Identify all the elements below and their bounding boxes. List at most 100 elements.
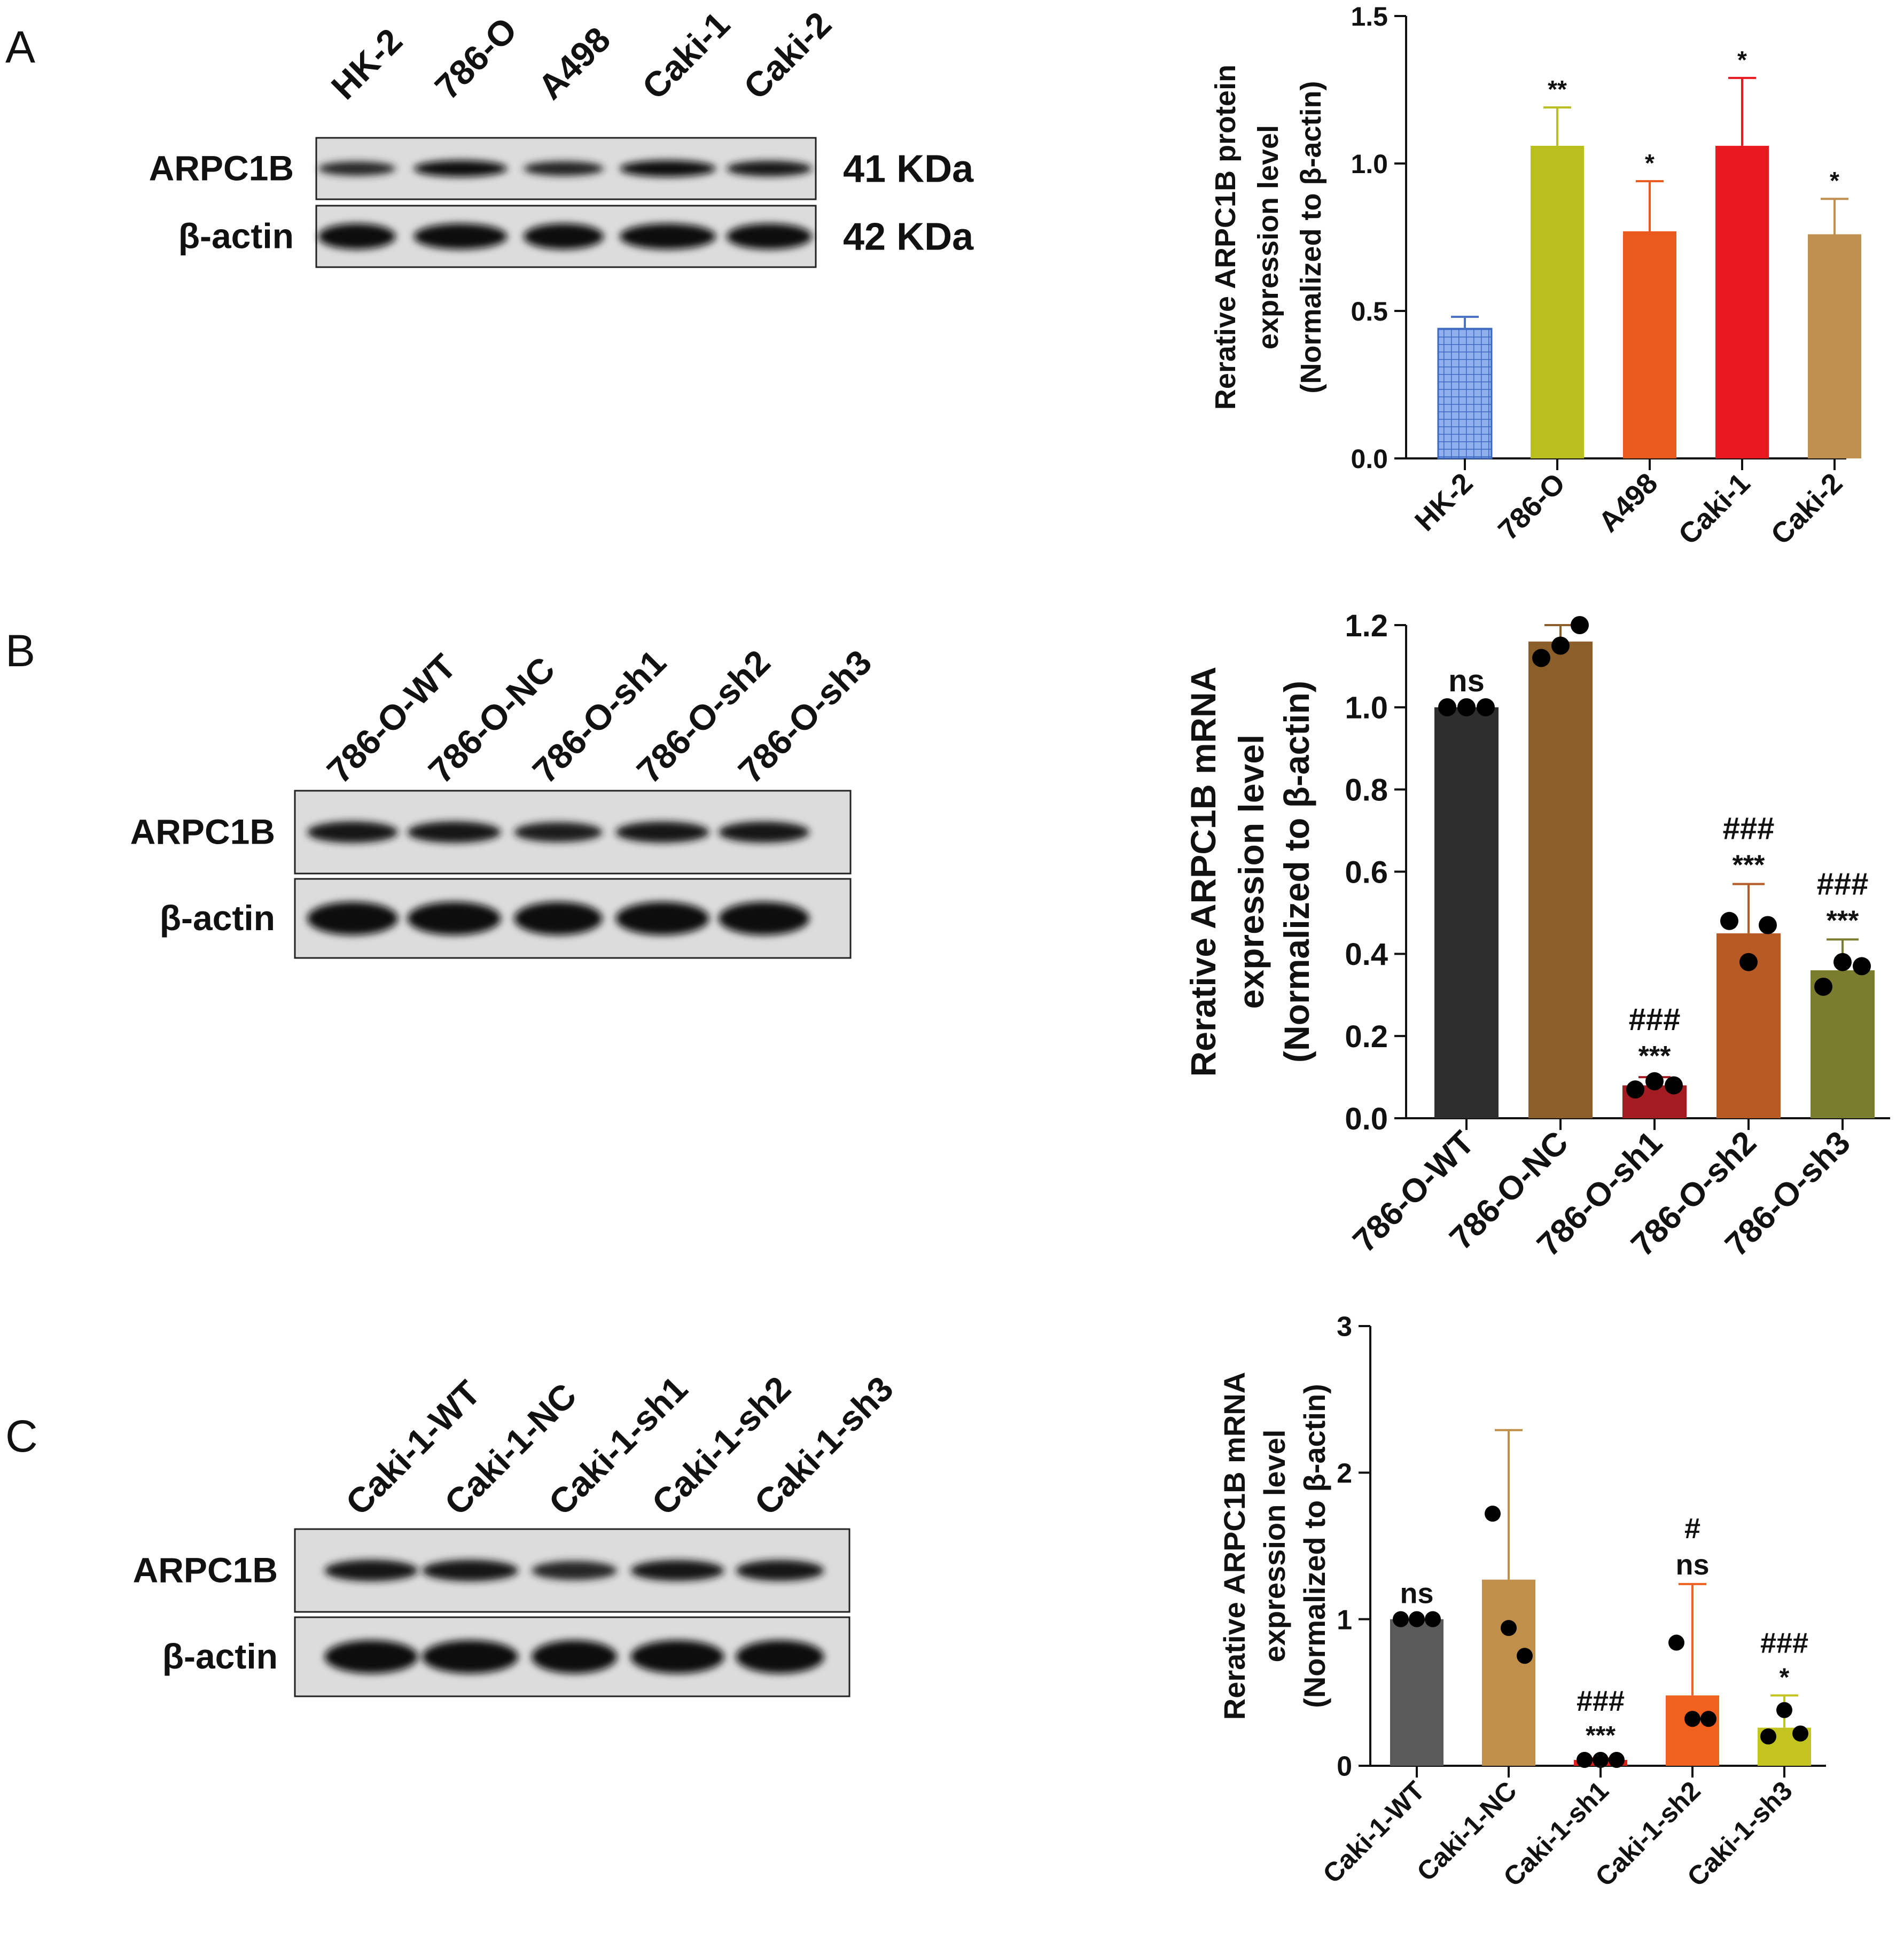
- x-tick-label: Caki-1: [1672, 467, 1756, 551]
- data-point: [1409, 1611, 1425, 1627]
- blot-row-label: β-actin: [162, 1636, 278, 1676]
- blot-band: [532, 1561, 617, 1580]
- data-point: [1626, 1080, 1644, 1099]
- data-point: [1792, 1725, 1808, 1742]
- western-blot-b: 786-O-WT786-O-NC786-O-sh1786-O-sh2786-O-…: [130, 642, 879, 959]
- western-blot-c: Caki-1-WTCaki-1-NCCaki-1-sh1Caki-1-sh2Ca…: [133, 1369, 901, 1697]
- blot-band: [407, 821, 501, 843]
- x-tick-label: 786-O: [1492, 467, 1572, 547]
- y-axis-label: Rerative ARPC1B protein: [1209, 65, 1242, 410]
- blot-band: [719, 821, 809, 843]
- significance-label: ###: [1577, 1685, 1625, 1717]
- x-tick-label: HK-2: [1409, 467, 1479, 537]
- y-tick-label: 1.2: [1345, 609, 1388, 643]
- significance-label: **: [1548, 75, 1567, 103]
- blot-lane-label: Caki-2: [736, 4, 839, 106]
- blot-band: [413, 223, 508, 250]
- blot-band: [524, 161, 604, 176]
- bar: [1808, 234, 1861, 458]
- blot-band: [727, 223, 812, 250]
- data-point: [1393, 1611, 1409, 1627]
- data-point: [1833, 953, 1852, 971]
- blot-band: [318, 223, 396, 250]
- significance-label: *: [1780, 1663, 1790, 1692]
- significance-label: *: [1830, 167, 1839, 194]
- y-axis-label: Rerative ARPC1B mRNA: [1183, 667, 1223, 1077]
- significance-label: ###: [1723, 812, 1775, 846]
- blot-band: [318, 161, 396, 176]
- y-tick-label: 0.2: [1345, 1019, 1388, 1054]
- y-axis-label: Rerative ARPC1B mRNA: [1218, 1372, 1251, 1720]
- blot-band: [620, 223, 716, 250]
- y-axis-label: expression level: [1231, 735, 1271, 1009]
- data-point: [1668, 1634, 1684, 1651]
- blot-lane-label: HK-2: [324, 21, 410, 107]
- data-point: [1501, 1620, 1517, 1636]
- data-point: [1684, 1711, 1700, 1727]
- blot-band: [719, 901, 809, 936]
- blot-band: [307, 901, 398, 936]
- blot-band: [615, 821, 709, 843]
- blot-molecular-weight: 42 KDa: [843, 216, 974, 259]
- significance-label: ###: [1817, 867, 1869, 901]
- blot-band: [736, 1640, 824, 1674]
- data-point: [1477, 698, 1495, 716]
- y-axis-label: (Normalized to β-actin): [1295, 81, 1327, 394]
- significance-label: ***: [1827, 905, 1859, 936]
- significance-label: ***: [1586, 1721, 1616, 1750]
- x-tick-label: A498: [1593, 467, 1664, 539]
- blot-band: [514, 901, 603, 936]
- bar: [1437, 328, 1493, 459]
- data-point: [1571, 616, 1589, 634]
- blot-lane-label: 786-O: [427, 10, 525, 107]
- blot-band: [736, 1560, 824, 1581]
- data-point: [1438, 698, 1456, 716]
- data-point: [1551, 636, 1570, 655]
- data-point: [1700, 1711, 1716, 1727]
- data-point: [1759, 916, 1777, 934]
- bar: [1482, 1579, 1535, 1766]
- y-tick-label: 0.0: [1351, 444, 1388, 474]
- significance-label: ###: [1629, 1002, 1681, 1037]
- blot-row-label: ARPC1B: [130, 812, 275, 852]
- significance-label: ns: [1400, 1578, 1433, 1610]
- blot-band: [422, 1560, 518, 1581]
- y-axis-label: expression level: [1252, 125, 1284, 349]
- panel-letter-c: C: [5, 1411, 38, 1461]
- blot-band: [524, 223, 604, 250]
- y-tick-label: 0.0: [1345, 1102, 1388, 1136]
- significance-label: ns: [1675, 1549, 1709, 1581]
- y-tick-label: 0.5: [1351, 297, 1388, 326]
- blot-band: [324, 1640, 418, 1674]
- data-point: [1425, 1611, 1441, 1627]
- data-point: [1760, 1728, 1776, 1745]
- blot-lane-label: Caki-1: [635, 4, 737, 106]
- data-point: [1593, 1752, 1609, 1768]
- y-tick-label: 2: [1337, 1458, 1352, 1489]
- data-point: [1776, 1702, 1792, 1718]
- x-tick-label: Caki-1-WT: [1317, 1775, 1430, 1889]
- y-axis-label: (Normalized to β-actin): [1277, 681, 1316, 1063]
- bar: [1434, 707, 1499, 1118]
- data-point: [1720, 911, 1738, 930]
- bar-chart-b: 0.0 0.2 0.4 0.6 0.8 1.0 1.2 Rerative ARPC1B mRN…: [1183, 609, 1890, 1264]
- bar: [1715, 145, 1769, 458]
- blot-band: [324, 1560, 418, 1581]
- blot-band: [615, 901, 709, 936]
- panel-letter-a: A: [5, 22, 36, 72]
- bar: [1531, 145, 1584, 458]
- y-tick-label: 1.5: [1351, 2, 1388, 32]
- significance-label: *: [1737, 46, 1747, 74]
- data-point: [1517, 1648, 1533, 1664]
- significance-label: #: [1684, 1513, 1700, 1545]
- y-tick-label: 1: [1337, 1604, 1352, 1635]
- blot-row-label: β-actin: [160, 898, 275, 938]
- blot-band: [307, 821, 398, 843]
- significance-label: *: [1645, 149, 1655, 177]
- blot-band: [407, 901, 501, 936]
- blot-band: [727, 161, 812, 176]
- blot-molecular-weight: 41 KDa: [843, 148, 974, 191]
- bar-chart-a: 0.0 0.5 1.0 1.5 Rerative ARPC1B protein expre…: [1209, 2, 1861, 551]
- bar: [1623, 231, 1676, 458]
